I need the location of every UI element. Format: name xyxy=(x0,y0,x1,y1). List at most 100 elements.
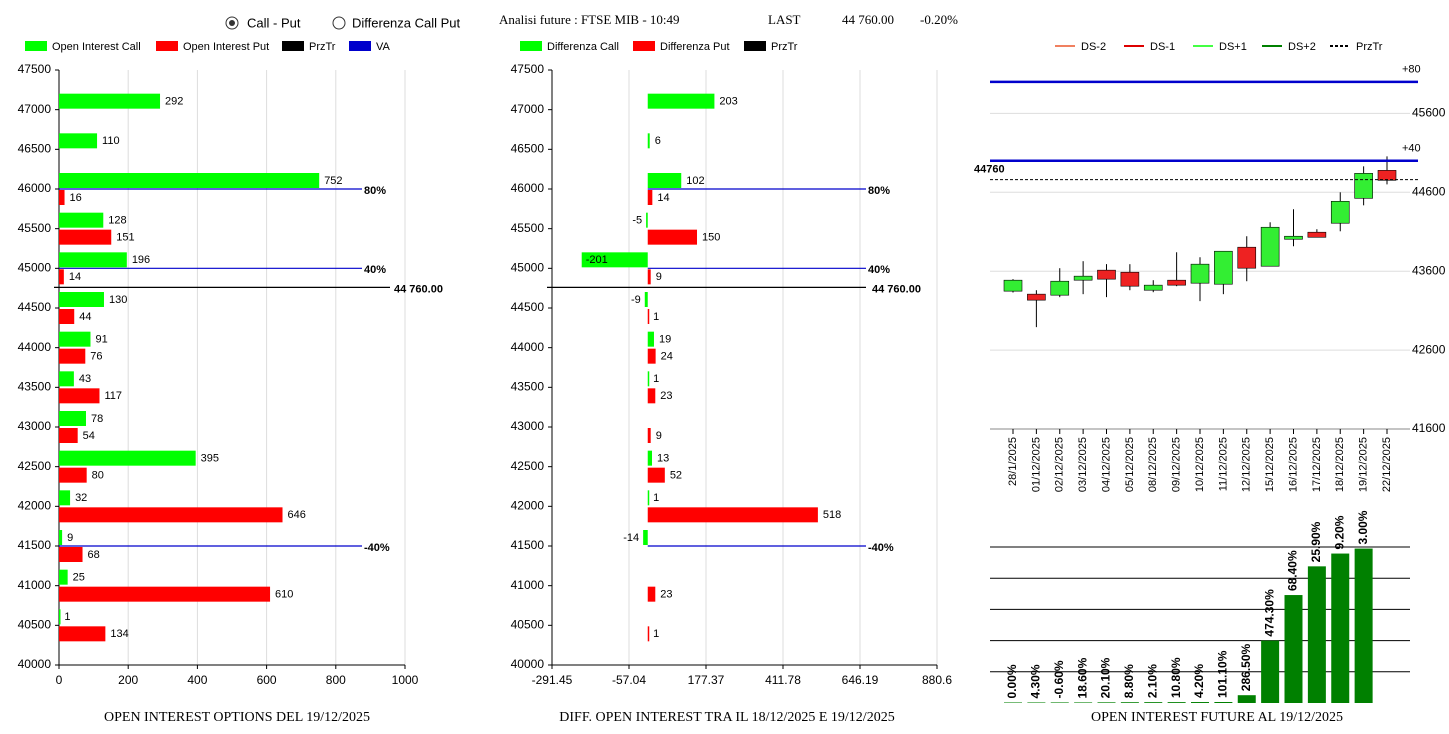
value-label: 9 xyxy=(656,430,662,442)
level-label: 40% xyxy=(868,264,890,276)
level-label: 80% xyxy=(364,185,386,197)
y-tick-label: 46500 xyxy=(511,142,545,156)
radio-label[interactable]: Differenza Call Put xyxy=(352,15,461,30)
bar-label: 20.10% xyxy=(1099,657,1113,698)
bar xyxy=(59,212,104,228)
bar-label: 3.00% xyxy=(1356,510,1370,544)
bar xyxy=(1144,702,1163,703)
legend-label: Differenza Call xyxy=(547,41,619,53)
bar xyxy=(647,269,651,285)
bar xyxy=(647,309,650,324)
y-tick-label: 46000 xyxy=(511,181,545,195)
bar xyxy=(647,586,656,602)
x-tick-label: 600 xyxy=(257,673,277,687)
value-label: 1 xyxy=(653,492,659,504)
legend-label: DS-2 xyxy=(1081,41,1106,53)
bar xyxy=(1354,548,1373,703)
bar-label: 4.20% xyxy=(1192,664,1206,698)
bar xyxy=(59,450,196,466)
legend-swatch xyxy=(156,41,178,51)
y-tick-label: 43000 xyxy=(18,419,52,433)
y-tick-label: 43500 xyxy=(511,380,545,394)
y-tick-label: 41000 xyxy=(18,578,52,592)
bar xyxy=(647,467,665,483)
bar xyxy=(647,388,656,404)
bar xyxy=(59,371,74,387)
bar-label: 2.10% xyxy=(1145,664,1159,698)
value-label: 9 xyxy=(67,532,73,544)
y-tick-label: 41600 xyxy=(1412,421,1446,435)
y-tick-label: 41500 xyxy=(511,538,545,552)
candle-body xyxy=(1190,263,1210,284)
candle-body xyxy=(1307,231,1327,238)
x-tick-label: 400 xyxy=(187,673,207,687)
x-tick-label: 22/12/2025 xyxy=(1381,437,1393,492)
y-tick-label: 43600 xyxy=(1412,263,1446,277)
header: Call - Put Differenza Call Put Analisi f… xyxy=(225,12,958,30)
candle-body xyxy=(1027,293,1046,301)
legend-swatch xyxy=(349,41,371,51)
chart-title: OPEN INTEREST FUTURE AL 19/12/2025 xyxy=(1091,710,1343,725)
x-tick-label: -291.45 xyxy=(532,673,573,687)
value-label: 78 xyxy=(91,413,103,425)
candle-body xyxy=(1143,284,1163,291)
value-label: 395 xyxy=(201,453,219,465)
legend-label: Open Interest Call xyxy=(52,41,141,53)
bar xyxy=(643,530,648,545)
value-label: 1 xyxy=(64,611,70,623)
value-label: -9 xyxy=(631,294,641,306)
y-tick-label: 47000 xyxy=(511,102,545,116)
x-tick-label: 1000 xyxy=(392,673,419,687)
last-value: 44 760.00 xyxy=(842,12,894,27)
x-tick-label: 28/1/2025 xyxy=(1007,437,1019,486)
x-tick-label: 02/12/2025 xyxy=(1054,437,1066,492)
level-label: 44760 xyxy=(974,164,1005,176)
legend-label: PrzTr xyxy=(771,41,798,53)
bar xyxy=(644,292,648,307)
header-title: Analisi future : FTSE MIB - 10:49 xyxy=(499,12,680,27)
legend-swatch xyxy=(633,41,655,51)
bar xyxy=(59,411,86,426)
bar xyxy=(1097,702,1116,703)
y-tick-label: 42000 xyxy=(18,499,52,513)
value-label: 102 xyxy=(686,175,704,187)
legend-swatch xyxy=(282,41,304,51)
level-label: -40% xyxy=(868,542,894,554)
value-label: 1 xyxy=(653,373,659,385)
y-tick-label: 44600 xyxy=(1412,184,1446,198)
bar xyxy=(1004,702,1022,703)
bar xyxy=(647,348,656,364)
value-label: 518 xyxy=(823,509,841,521)
y-tick-label: 40500 xyxy=(18,618,52,632)
bar xyxy=(59,490,71,506)
bar xyxy=(59,530,63,545)
value-label: 32 xyxy=(75,492,87,504)
x-tick-label: 05/12/2025 xyxy=(1124,437,1136,492)
x-tick-label: 17/12/2025 xyxy=(1311,437,1323,492)
candle-body xyxy=(1260,226,1280,267)
bar xyxy=(59,467,87,483)
x-tick-label: 08/12/2025 xyxy=(1147,437,1159,492)
value-label: 6 xyxy=(655,135,661,147)
bar xyxy=(59,507,283,523)
x-tick-label: -57.04 xyxy=(612,673,646,687)
value-label: 25 xyxy=(73,572,85,584)
bar xyxy=(1074,702,1093,703)
bar xyxy=(647,93,715,109)
radio-label[interactable]: Call - Put xyxy=(247,15,301,30)
bar xyxy=(59,133,98,149)
value-label: 14 xyxy=(69,271,81,283)
radio[interactable] xyxy=(332,16,346,30)
value-label: 646 xyxy=(288,509,306,521)
candle-body xyxy=(1284,235,1303,240)
candle-body xyxy=(1214,250,1233,285)
bar xyxy=(1261,640,1280,703)
candle-body xyxy=(1120,271,1140,287)
value-label: 128 xyxy=(108,215,126,227)
candle-body xyxy=(1050,280,1070,296)
x-tick-label: 03/12/2025 xyxy=(1077,437,1089,492)
y-tick-label: 45500 xyxy=(511,221,545,235)
y-tick-label: 40000 xyxy=(511,657,545,671)
radio-dot xyxy=(229,20,235,26)
